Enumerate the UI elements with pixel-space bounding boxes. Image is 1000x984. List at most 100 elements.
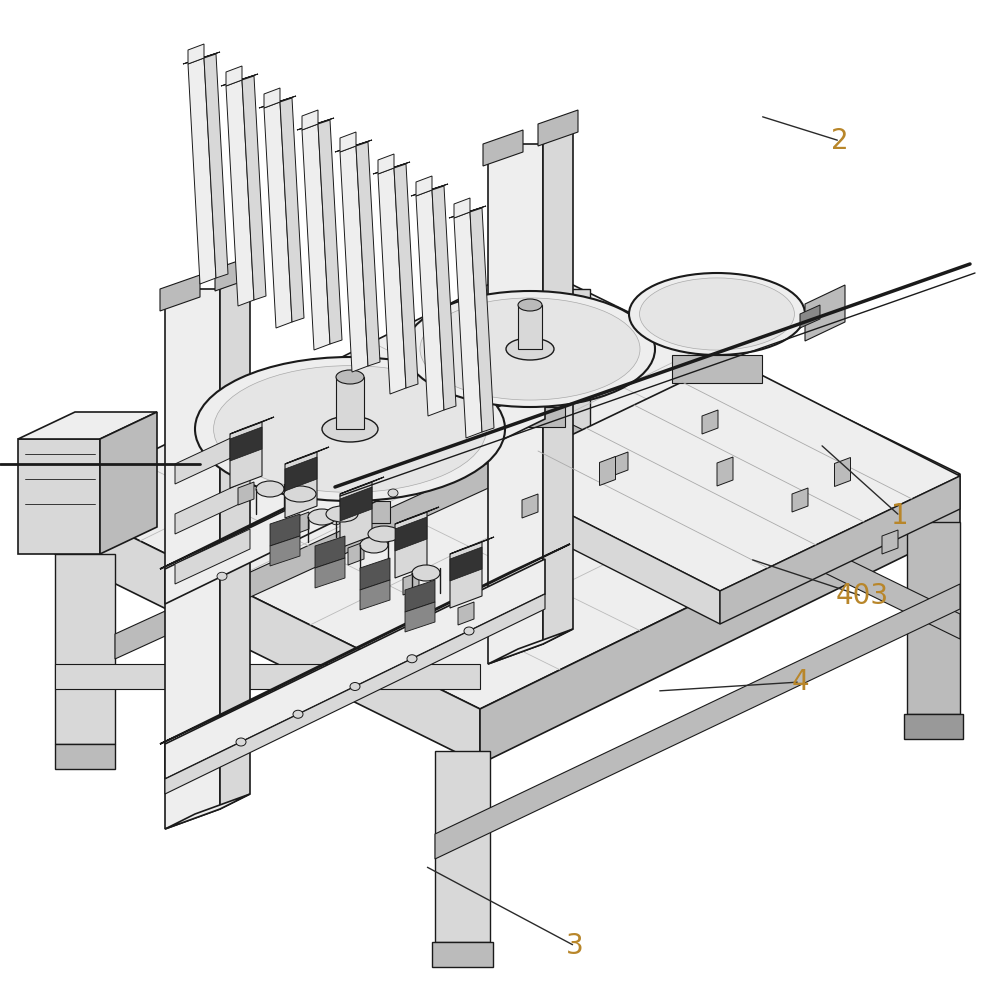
Polygon shape: [411, 184, 448, 196]
Polygon shape: [285, 457, 317, 491]
Polygon shape: [204, 54, 228, 278]
Polygon shape: [395, 512, 427, 578]
Polygon shape: [18, 412, 157, 439]
Ellipse shape: [274, 544, 284, 552]
Ellipse shape: [518, 299, 542, 311]
Polygon shape: [165, 384, 545, 604]
Ellipse shape: [629, 273, 805, 355]
Polygon shape: [450, 547, 482, 581]
Polygon shape: [527, 479, 593, 504]
Ellipse shape: [308, 509, 336, 525]
Polygon shape: [315, 536, 345, 568]
Polygon shape: [230, 417, 274, 434]
Polygon shape: [165, 794, 250, 829]
Polygon shape: [226, 80, 254, 306]
Polygon shape: [340, 477, 384, 494]
Ellipse shape: [405, 291, 655, 407]
Polygon shape: [160, 544, 570, 744]
Ellipse shape: [256, 481, 284, 497]
Text: 2: 2: [831, 127, 849, 155]
Polygon shape: [378, 154, 394, 174]
Polygon shape: [175, 429, 250, 484]
Ellipse shape: [326, 506, 358, 522]
Ellipse shape: [331, 517, 341, 524]
Text: 3: 3: [566, 932, 584, 960]
Polygon shape: [416, 190, 444, 416]
Polygon shape: [904, 714, 963, 739]
Polygon shape: [454, 212, 482, 438]
Polygon shape: [518, 305, 542, 349]
Ellipse shape: [195, 357, 505, 501]
Polygon shape: [340, 146, 368, 372]
Ellipse shape: [236, 738, 246, 746]
Polygon shape: [220, 274, 250, 809]
Polygon shape: [600, 457, 616, 485]
Polygon shape: [435, 584, 960, 859]
Polygon shape: [335, 140, 372, 152]
Polygon shape: [215, 255, 255, 291]
Polygon shape: [490, 474, 720, 624]
Ellipse shape: [506, 338, 554, 360]
Text: 1: 1: [891, 502, 909, 530]
Polygon shape: [55, 664, 480, 689]
Polygon shape: [165, 559, 545, 779]
Polygon shape: [270, 536, 300, 566]
Polygon shape: [405, 580, 435, 612]
Polygon shape: [488, 629, 573, 664]
Polygon shape: [834, 458, 850, 486]
Ellipse shape: [368, 526, 400, 542]
Polygon shape: [805, 285, 845, 341]
Ellipse shape: [217, 573, 227, 581]
Polygon shape: [160, 275, 200, 311]
Polygon shape: [416, 176, 432, 196]
Polygon shape: [183, 52, 220, 64]
Ellipse shape: [350, 683, 360, 691]
Ellipse shape: [420, 298, 640, 400]
Polygon shape: [378, 168, 406, 394]
Polygon shape: [340, 487, 372, 521]
Polygon shape: [230, 427, 262, 461]
Polygon shape: [530, 404, 960, 639]
Polygon shape: [18, 439, 100, 554]
Polygon shape: [55, 554, 115, 744]
Ellipse shape: [464, 627, 474, 635]
Polygon shape: [264, 88, 280, 108]
Polygon shape: [259, 96, 296, 108]
Polygon shape: [221, 74, 258, 86]
Polygon shape: [115, 444, 530, 659]
Polygon shape: [395, 517, 427, 551]
Polygon shape: [165, 594, 545, 794]
Polygon shape: [302, 110, 318, 130]
Polygon shape: [405, 602, 435, 632]
Polygon shape: [702, 410, 718, 434]
Ellipse shape: [360, 537, 388, 553]
Polygon shape: [612, 452, 628, 476]
Polygon shape: [450, 537, 494, 554]
Polygon shape: [55, 744, 115, 769]
Polygon shape: [360, 580, 390, 610]
Polygon shape: [293, 512, 309, 535]
Polygon shape: [188, 58, 216, 284]
Ellipse shape: [412, 565, 440, 581]
Polygon shape: [672, 355, 762, 383]
Polygon shape: [488, 144, 543, 664]
Polygon shape: [449, 206, 486, 218]
Polygon shape: [792, 488, 808, 512]
Polygon shape: [530, 289, 590, 479]
Polygon shape: [188, 44, 204, 64]
Polygon shape: [100, 412, 157, 554]
Polygon shape: [340, 132, 356, 152]
Polygon shape: [175, 479, 250, 534]
Polygon shape: [318, 120, 342, 344]
Polygon shape: [522, 494, 538, 518]
Text: 4: 4: [791, 668, 809, 696]
Ellipse shape: [322, 416, 378, 442]
Polygon shape: [720, 476, 960, 624]
Polygon shape: [360, 558, 390, 590]
Ellipse shape: [388, 489, 398, 497]
Polygon shape: [907, 522, 960, 714]
Polygon shape: [483, 130, 523, 166]
Polygon shape: [280, 98, 304, 322]
Ellipse shape: [336, 370, 364, 384]
Polygon shape: [336, 377, 364, 429]
